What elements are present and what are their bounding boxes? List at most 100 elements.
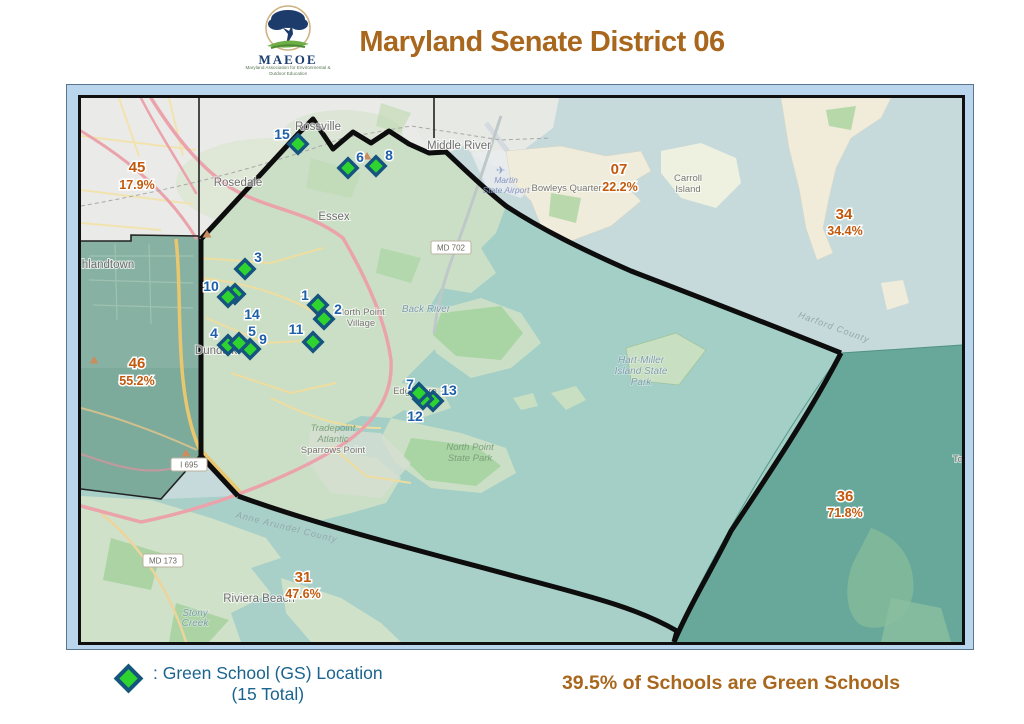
place-tolchester: Tol xyxy=(953,454,962,465)
school-number-3: 3 xyxy=(254,249,262,265)
place-martin-2: State Airport xyxy=(483,185,531,195)
school-number-4: 4 xyxy=(210,325,218,341)
place-carroll-1: Carroll xyxy=(674,173,702,184)
map-canvas: MD 702 MD 173 I 695 ✈ Rossville Rosedale xyxy=(81,98,962,642)
green-school-legend-icon xyxy=(113,663,144,694)
roads-yellow-45 xyxy=(81,98,197,231)
district-label-07: 07 22.2% xyxy=(601,160,639,196)
place-np-state-park-2: State Park xyxy=(448,453,494,464)
school-number-9: 9 xyxy=(259,331,267,347)
district-label-34: 34 34.4% xyxy=(826,205,864,240)
school-number-11: 11 xyxy=(289,321,304,337)
place-rossville: Rossville xyxy=(295,121,341,133)
green-school-marker-2 xyxy=(312,307,336,331)
place-hart-miller-1: Hart-Miller xyxy=(618,355,665,366)
place-highlandtown: hlandtown xyxy=(82,259,134,271)
svg-text:71.8%: 71.8% xyxy=(827,506,862,520)
org-tagline-2: Outdoor Education xyxy=(268,70,308,76)
school-number-13: 13 xyxy=(441,382,457,398)
school-number-6: 6 xyxy=(356,149,364,165)
place-north-point-village-1: North Point xyxy=(337,307,385,318)
green-school-marker-10 xyxy=(216,285,240,309)
org-tagline-1: Maryland Association for Environmental & xyxy=(245,65,331,70)
place-rosedale: Rosedale xyxy=(214,177,263,189)
green-schools-stat: 39.5% of Schools are Green Schools xyxy=(561,672,901,694)
page-title: Maryland Senate District 06 xyxy=(359,26,725,58)
green-school-marker-15 xyxy=(286,132,310,156)
green-school-marker-3 xyxy=(233,257,257,281)
district-map: MD 702 MD 173 I 695 ✈ Rossville Rosedale xyxy=(78,95,965,645)
green-school-marker-11 xyxy=(301,330,325,354)
district-06-boundary xyxy=(198,116,844,642)
school-number-12: 12 xyxy=(407,408,423,424)
region-06-land xyxy=(201,119,506,523)
district-label-45: 45 17.9% xyxy=(118,158,156,194)
legend-text: : Green School (GS) Location (15 Total) xyxy=(153,663,383,705)
svg-text:31: 31 xyxy=(295,569,312,586)
svg-text:46: 46 xyxy=(129,355,146,372)
streets-46 xyxy=(88,243,194,325)
road-i695 xyxy=(174,238,243,495)
place-martin-1: Martin xyxy=(494,175,518,185)
poi-triangles xyxy=(89,152,372,457)
svg-text:22.2%: 22.2% xyxy=(602,180,637,194)
svg-text:45: 45 xyxy=(129,159,146,176)
svg-text:17.9%: 17.9% xyxy=(119,178,154,192)
green-school-marker-8 xyxy=(364,154,388,178)
green-school-marker-7 xyxy=(407,381,431,405)
place-middle-river: Middle River xyxy=(427,140,491,152)
school-number-10: 10 xyxy=(203,278,219,294)
svg-text:47.6%: 47.6% xyxy=(285,587,320,601)
svg-text:55.2%: 55.2% xyxy=(119,374,154,388)
place-tradepoint-3: Sparrows Point xyxy=(301,445,366,456)
legend-total: (15 Total) xyxy=(231,684,305,704)
district-label-46: 46 55.2% xyxy=(118,354,156,390)
place-stony-creek-2: Creek xyxy=(182,618,210,629)
place-tradepoint-2: Atlantic xyxy=(316,434,348,445)
org-name: MAEOE xyxy=(258,52,318,67)
bowleys-quarters-land xyxy=(505,145,652,242)
road-badge-md702: MD 702 xyxy=(430,240,472,255)
svg-text:I 695: I 695 xyxy=(180,461,198,470)
svg-text:07: 07 xyxy=(611,161,628,178)
place-north-point-village-2: Village xyxy=(347,318,375,329)
green-school-marker-6 xyxy=(336,156,360,180)
district-label-36: 36 71.8% xyxy=(826,487,864,522)
legend: : Green School (GS) Location (15 Total) xyxy=(112,663,383,705)
legend-label: : Green School (GS) Location xyxy=(153,663,383,683)
green-school-marker-5 xyxy=(227,331,251,355)
svg-text:MD 702: MD 702 xyxy=(437,244,466,253)
place-hart-miller-3: Park xyxy=(631,377,653,388)
hart-miller-island xyxy=(625,332,707,386)
school-number-7: 7 xyxy=(406,376,414,392)
airplane-icon: ✈ xyxy=(496,165,505,177)
school-number-14: 14 xyxy=(244,306,260,322)
school-number-15: 15 xyxy=(274,126,290,142)
place-riviera-beach: Riviera Beach xyxy=(223,593,295,605)
green-school-markers xyxy=(216,132,445,413)
place-essex: Essex xyxy=(318,211,350,223)
green-school-numbers: 1 2 3 4 5 6 7 8 9 10 11 12 13 14 15 xyxy=(202,125,459,426)
roads-pink xyxy=(81,98,393,524)
place-np-state-park-1: North Point xyxy=(446,442,494,453)
school-number-1: 1 xyxy=(301,287,309,303)
map-frame: MD 702 MD 173 I 695 ✈ Rossville Rosedale xyxy=(66,84,974,650)
railways xyxy=(81,125,552,207)
place-bowleys-quarters: Bowleys Quarters xyxy=(532,183,607,194)
school-number-2: 2 xyxy=(334,301,342,317)
svg-text:MD 173: MD 173 xyxy=(149,557,178,566)
school-number-5: 5 xyxy=(248,323,256,339)
road-badge-i695: I 695 xyxy=(170,457,208,472)
road-badge-md173: MD 173 xyxy=(142,553,184,568)
svg-text:34: 34 xyxy=(836,206,853,223)
maeoe-logo: MAEOE Maryland Association for Environme… xyxy=(236,4,340,86)
tree-icon xyxy=(265,5,311,51)
svg-text:34.4%: 34.4% xyxy=(827,224,862,238)
school-number-8: 8 xyxy=(385,147,393,163)
district-label-31: 31 47.6% xyxy=(284,568,322,603)
place-carroll-2: Island xyxy=(675,184,700,195)
place-hart-miller-2: Island State xyxy=(615,366,668,377)
carroll-island-land xyxy=(661,143,741,208)
place-tradepoint-1: Tradepoint xyxy=(311,423,356,434)
